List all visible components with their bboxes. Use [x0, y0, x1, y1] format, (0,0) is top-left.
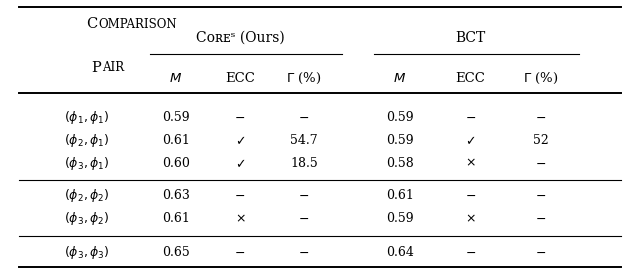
Text: OMPARISON: OMPARISON	[98, 18, 177, 31]
Text: $-$: $-$	[465, 246, 476, 259]
Text: 52: 52	[533, 134, 548, 147]
Text: $M$: $M$	[170, 72, 182, 85]
Text: $(\phi_2, \phi_1)$: $(\phi_2, \phi_1)$	[64, 132, 109, 149]
Text: 54.7: 54.7	[290, 134, 318, 147]
Text: $-$: $-$	[298, 111, 310, 124]
Text: $-$: $-$	[535, 212, 547, 225]
Text: 0.64: 0.64	[386, 246, 414, 259]
Text: $\Gamma$ (%): $\Gamma$ (%)	[286, 71, 322, 86]
Text: ECC: ECC	[456, 72, 485, 85]
Text: 0.59: 0.59	[162, 111, 190, 124]
Text: $M$: $M$	[394, 72, 406, 85]
Text: $-$: $-$	[234, 246, 246, 259]
Text: $\checkmark$: $\checkmark$	[465, 134, 476, 147]
Text: Cᴏʀᴇˢ (Ours): Cᴏʀᴇˢ (Ours)	[196, 31, 284, 45]
Text: $-$: $-$	[298, 212, 310, 225]
Text: $(\phi_2, \phi_2)$: $(\phi_2, \phi_2)$	[64, 187, 109, 204]
Text: $(\phi_3, \phi_2)$: $(\phi_3, \phi_2)$	[64, 210, 109, 227]
Text: $-$: $-$	[535, 157, 547, 170]
Text: $\times$: $\times$	[235, 212, 245, 225]
Text: $-$: $-$	[465, 111, 476, 124]
Text: 0.60: 0.60	[162, 157, 190, 170]
Text: $-$: $-$	[535, 111, 547, 124]
Text: $(\phi_3, \phi_1)$: $(\phi_3, \phi_1)$	[64, 155, 109, 172]
Text: BCT: BCT	[455, 31, 486, 45]
Text: 0.61: 0.61	[162, 134, 190, 147]
Text: P: P	[92, 60, 101, 75]
Text: $(\phi_1, \phi_1)$: $(\phi_1, \phi_1)$	[64, 109, 109, 126]
Text: $-$: $-$	[535, 246, 547, 259]
Text: 0.59: 0.59	[386, 111, 414, 124]
Text: 0.59: 0.59	[386, 212, 414, 225]
Text: $-$: $-$	[465, 189, 476, 202]
Text: 0.61: 0.61	[162, 212, 190, 225]
Text: $\checkmark$: $\checkmark$	[235, 134, 245, 147]
Text: $-$: $-$	[234, 189, 246, 202]
Text: 0.63: 0.63	[162, 189, 190, 202]
Text: 0.59: 0.59	[386, 134, 414, 147]
Text: $-$: $-$	[234, 111, 246, 124]
Text: $-$: $-$	[535, 189, 547, 202]
Text: $\times$: $\times$	[465, 212, 476, 225]
Text: AIR: AIR	[102, 61, 124, 74]
Text: $-$: $-$	[298, 189, 310, 202]
Text: 0.65: 0.65	[162, 246, 190, 259]
Text: 0.61: 0.61	[386, 189, 414, 202]
Text: $(\phi_3, \phi_3)$: $(\phi_3, \phi_3)$	[64, 244, 109, 261]
Text: 0.58: 0.58	[386, 157, 414, 170]
Text: $\Gamma$ (%): $\Gamma$ (%)	[523, 71, 559, 86]
Text: ECC: ECC	[225, 72, 255, 85]
Text: $\times$: $\times$	[465, 157, 476, 170]
Text: 18.5: 18.5	[290, 157, 318, 170]
Text: $\checkmark$: $\checkmark$	[235, 157, 245, 170]
Text: $-$: $-$	[298, 246, 310, 259]
Text: C: C	[86, 17, 98, 31]
